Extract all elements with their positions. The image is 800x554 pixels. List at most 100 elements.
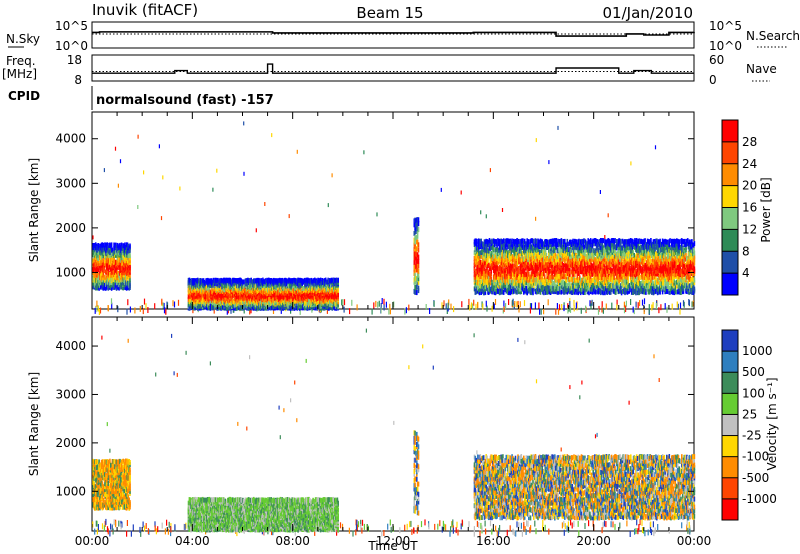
power-echo-cell-0 <box>115 275 118 281</box>
power-echo-cell-0 <box>94 245 97 251</box>
power-echo-cell-0 <box>99 247 101 253</box>
power-noise-cell <box>591 299 593 306</box>
power-speckle-cell <box>331 173 333 178</box>
power-noise-cell <box>518 306 520 313</box>
power-echo-cell-0 <box>109 250 111 256</box>
power-speckle-cell <box>480 210 482 215</box>
power-echo-cell-0 <box>111 265 114 271</box>
power-echo-cell-1 <box>224 292 227 298</box>
power-echo-cell-0 <box>95 251 98 256</box>
power-echo-cell-0 <box>106 242 109 248</box>
power-noise-cell <box>641 299 644 306</box>
freq-tick-bottom: 8 <box>74 73 82 87</box>
power-echo-cell-1 <box>247 278 250 284</box>
power-echo-cell-1 <box>257 286 259 291</box>
power-echo-cell-1 <box>206 278 208 284</box>
power-noise-cell <box>243 307 245 314</box>
power-echo-cell-1 <box>217 277 219 283</box>
power-echo-cell-2 <box>417 254 420 260</box>
power-echo-cell-0 <box>97 266 99 271</box>
power-noise-cell <box>558 304 561 311</box>
power-echo-cell-1 <box>280 281 283 287</box>
power-echo-cell-0 <box>113 256 115 261</box>
power-noise-cell <box>616 299 618 306</box>
power-echo-cell-0 <box>122 277 125 283</box>
power-speckle-cell <box>296 149 298 154</box>
power-echo-cell-0 <box>106 279 109 285</box>
power-noise-cell <box>393 301 395 308</box>
power-echo-cell-1 <box>232 299 234 304</box>
power-noise-cell <box>652 302 654 309</box>
power-speckle-cell <box>137 134 139 139</box>
power-echo-cell-0 <box>99 275 101 281</box>
power-noise-cell <box>503 306 505 312</box>
power-echo-cell-0 <box>96 254 99 260</box>
power-echo-cell-1 <box>258 278 261 284</box>
power-echo-cell-0 <box>127 243 130 249</box>
power-echo-cell-0 <box>127 273 130 279</box>
power-echo-cell-0 <box>111 247 114 253</box>
power-echo-cell-1 <box>238 289 241 295</box>
power-echo-cell-1 <box>257 282 259 288</box>
power-echo-cell-1 <box>287 286 289 292</box>
power-noise-cell <box>99 307 102 314</box>
power-noise-cell <box>692 300 694 307</box>
freq-series-line <box>92 63 694 74</box>
power-noise-cell <box>129 306 131 313</box>
power-noise-cell <box>590 303 592 310</box>
power-echo-cell-1 <box>262 285 264 291</box>
power-echo-cell-1 <box>245 278 247 284</box>
power-echo-cell-1 <box>191 290 194 296</box>
power-echo-cell-0 <box>99 284 102 290</box>
power-echo-cell-1 <box>201 294 203 300</box>
power-echo-cell-0 <box>115 262 117 268</box>
power-speckle-cell <box>327 203 329 208</box>
power-noise-cell <box>163 307 166 314</box>
power-echo-cell-0 <box>97 272 99 278</box>
power-echo-cell-1 <box>259 305 262 311</box>
power-noise-cell <box>529 307 531 314</box>
power-echo-cell-0 <box>113 282 115 288</box>
power-speckle-cell <box>243 171 245 176</box>
power-echo-cell-1 <box>258 290 261 296</box>
power-echo-cell-0 <box>106 252 109 258</box>
power-speckle-cell <box>160 216 163 221</box>
power-noise-cell <box>481 301 483 308</box>
power-speckle-cell <box>119 159 122 164</box>
power-noise-cell <box>126 308 128 315</box>
power-echo-cell-1 <box>287 293 289 298</box>
power-echo-cell-0 <box>115 252 117 258</box>
power-speckle-cell <box>288 214 290 219</box>
power-echo-cell-1 <box>287 301 289 307</box>
power-echo-cell-1 <box>266 277 268 283</box>
power-noise-cell <box>658 307 660 314</box>
power-noise-cell <box>470 302 473 309</box>
power-echo-cell-0 <box>99 265 101 271</box>
power-echo-cell-0 <box>110 260 113 266</box>
power-echo-cell-1 <box>242 283 245 289</box>
power-noise-cell <box>249 308 251 315</box>
power-echo-cell-0 <box>101 257 104 263</box>
power-echo-cell-1 <box>199 278 201 283</box>
power-echo-cell-0 <box>99 248 102 254</box>
power-echo-cell-1 <box>217 297 220 303</box>
power-echo-cell-1 <box>191 278 194 284</box>
power-noise-cell <box>485 300 487 307</box>
power-echo-cell-1 <box>282 278 284 284</box>
power-echo-cell-2 <box>417 217 420 223</box>
power-echo-cell-1 <box>224 298 227 304</box>
power-echo-cell-1 <box>275 278 278 284</box>
power-noise-cell <box>534 302 536 309</box>
power-echo-cell-1 <box>231 295 233 301</box>
power-echo-cell-0 <box>94 285 97 291</box>
power-echo-cell-1 <box>275 284 278 290</box>
power-echo-cell-1 <box>259 300 262 306</box>
power-echo-cell-3 <box>518 238 520 244</box>
power-echo-cell-0 <box>97 252 99 258</box>
power-echo-cell-1 <box>206 294 208 300</box>
power-echo-cell-0 <box>125 252 127 258</box>
power-echo-cell-0 <box>108 245 110 251</box>
power-noise-cell <box>632 306 634 313</box>
power-echo-cell-1 <box>273 280 275 286</box>
